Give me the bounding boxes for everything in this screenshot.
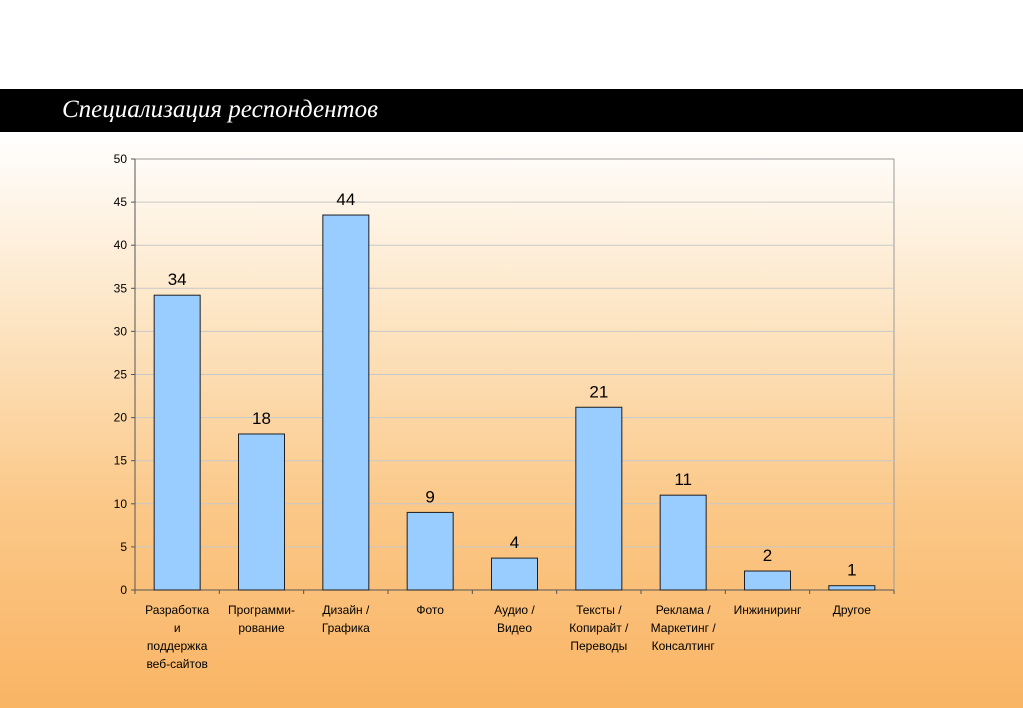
category-label-line: Тексты / bbox=[576, 603, 622, 617]
data-label: 34 bbox=[168, 270, 187, 289]
category-label-line: Другое bbox=[833, 603, 871, 617]
bar bbox=[744, 570, 791, 591]
category-label-line: Дизайн / bbox=[322, 603, 370, 617]
y-tick-label: 50 bbox=[114, 152, 128, 166]
bar bbox=[659, 494, 707, 591]
bar bbox=[406, 511, 454, 591]
bar bbox=[491, 557, 538, 591]
category-label-line: Аудио / bbox=[494, 603, 535, 617]
bar bbox=[828, 585, 876, 591]
data-label: 4 bbox=[510, 533, 519, 552]
bar bbox=[322, 214, 370, 591]
category-label: Аудио / Видео bbox=[494, 603, 535, 635]
data-label: 1 bbox=[847, 561, 856, 580]
category-label: Тексты / Копирайт / Переводы bbox=[569, 603, 629, 653]
y-tick-label: 25 bbox=[114, 368, 128, 382]
category-label: Дизайн / Графика bbox=[322, 603, 370, 635]
y-tick-label: 45 bbox=[114, 195, 128, 209]
category-label: Программи-рование bbox=[228, 603, 295, 635]
y-tick-label: 20 bbox=[114, 411, 128, 425]
category-label-line: Графика bbox=[322, 621, 370, 635]
data-label: 9 bbox=[425, 487, 434, 506]
data-label: 2 bbox=[763, 546, 772, 565]
data-label: 44 bbox=[336, 190, 355, 209]
bar bbox=[238, 433, 285, 591]
category-label-line: и bbox=[174, 621, 181, 635]
category-label-line: Консалтинг bbox=[652, 639, 716, 653]
y-tick-label: 15 bbox=[114, 454, 128, 468]
category-label-line: Видео bbox=[497, 621, 532, 635]
data-label: 21 bbox=[589, 382, 608, 401]
category-label-line: Реклама / bbox=[656, 603, 711, 617]
category-label-line: Маркетинг / bbox=[651, 621, 717, 635]
category-label: Инжиниринг bbox=[734, 603, 802, 617]
category-label-line: веб-сайтов bbox=[146, 657, 207, 671]
category-label-line: Программи- bbox=[228, 603, 295, 617]
category-label: Реклама / Маркетинг / Консалтинг bbox=[651, 603, 717, 653]
bar bbox=[575, 406, 623, 591]
y-tick-label: 0 bbox=[120, 583, 127, 597]
category-label: Другое bbox=[833, 603, 871, 617]
y-tick-label: 5 bbox=[120, 540, 127, 554]
bar bbox=[153, 294, 201, 591]
data-label: 18 bbox=[252, 409, 271, 428]
data-label: 11 bbox=[674, 470, 692, 489]
slide-title: Специализация респондентов bbox=[62, 96, 378, 123]
y-tick-label: 40 bbox=[114, 238, 128, 252]
category-label: Фото bbox=[416, 603, 444, 617]
y-tick-label: 10 bbox=[114, 497, 128, 511]
category-label-line: Копирайт / bbox=[569, 621, 629, 635]
category-label-line: рование bbox=[238, 621, 285, 635]
category-label-line: Разработка bbox=[145, 603, 209, 617]
y-tick-label: 35 bbox=[114, 281, 128, 295]
category-label-line: Фото bbox=[416, 603, 444, 617]
category-label-line: поддержка bbox=[147, 639, 208, 653]
title-bar: Специализация респондентов bbox=[0, 89, 1023, 132]
category-label-line: Переводы bbox=[570, 639, 627, 653]
category-label-line: Инжиниринг bbox=[734, 603, 802, 617]
y-tick-label: 30 bbox=[114, 324, 128, 338]
category-label: Разработка и поддержка веб-сайтов bbox=[145, 603, 209, 671]
